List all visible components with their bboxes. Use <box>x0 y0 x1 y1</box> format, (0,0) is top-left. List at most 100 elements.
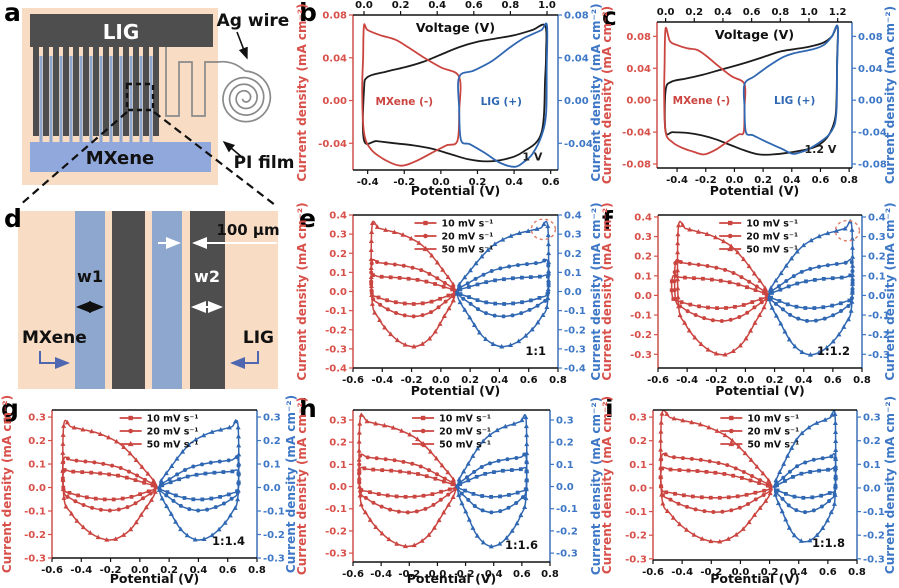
ag-wire-spiral-icon <box>222 70 272 123</box>
svg-text:0.2: 0.2 <box>160 565 178 576</box>
gap-dimension-label: 100 μm <box>216 221 279 239</box>
svg-text:-0.2: -0.2 <box>325 526 347 537</box>
svg-text:0.08: 0.08 <box>322 11 347 22</box>
cv-curve <box>742 24 839 155</box>
lig-pointer-label: LIG <box>243 328 274 348</box>
svg-text:0.6: 0.6 <box>513 569 531 580</box>
svg-text:-0.2: -0.2 <box>630 330 652 341</box>
mxene-label: MXene <box>86 148 155 169</box>
svg-text:0.1: 0.1 <box>868 271 886 282</box>
panel-c-label: c <box>602 2 617 31</box>
svg-text:0.0: 0.0 <box>355 0 373 11</box>
cv-curve <box>456 414 528 548</box>
svg-text:0.2: 0.2 <box>556 438 574 449</box>
cv-curve <box>361 23 548 163</box>
panel-h-label: h <box>299 394 317 423</box>
cv-curve <box>457 22 549 168</box>
pi-film-label: PI film <box>234 153 295 173</box>
svg-text:-0.04: -0.04 <box>564 139 593 150</box>
mxene-stripe-2 <box>152 211 182 389</box>
svg-text:-0.2: -0.2 <box>705 375 727 386</box>
svg-text:0.00: 0.00 <box>564 96 589 107</box>
mxene-pointer-label: MXene <box>22 328 87 348</box>
svg-text:-0.2: -0.2 <box>393 177 415 188</box>
svg-text:0.0: 0.0 <box>732 567 750 578</box>
svg-text:0.8: 0.8 <box>771 7 789 18</box>
svg-text:50 mV s⁻¹: 50 mV s⁻¹ <box>747 440 799 451</box>
svg-text:0.3: 0.3 <box>868 232 886 243</box>
svg-text:1.2: 1.2 <box>829 7 847 18</box>
svg-text:0.1: 0.1 <box>564 268 582 279</box>
svg-text:-0.04: -0.04 <box>622 128 651 139</box>
svg-text:20 mV s⁻¹: 20 mV s⁻¹ <box>147 427 199 438</box>
ag-wire-meander <box>165 47 246 117</box>
svg-text:0.0: 0.0 <box>432 177 450 188</box>
svg-text:0.0: 0.0 <box>429 569 447 580</box>
w2-label: w2 <box>194 267 220 286</box>
svg-text:-0.3: -0.3 <box>24 554 46 565</box>
svg-text:10 mV s⁻¹: 10 mV s⁻¹ <box>147 414 199 425</box>
svg-text:0.4: 0.4 <box>428 0 446 11</box>
svg-text:0.04: 0.04 <box>322 53 347 64</box>
svg-text:0.08: 0.08 <box>858 32 883 43</box>
svg-text:-0.6: -0.6 <box>342 375 364 386</box>
lig-label: LIG <box>103 20 140 44</box>
svg-text:-0.2: -0.2 <box>625 531 647 542</box>
svg-text:-0.6: -0.6 <box>642 567 664 578</box>
svg-text:0.0: 0.0 <box>432 375 450 386</box>
svg-text:-0.2: -0.2 <box>100 565 122 576</box>
x-axis-title: Potential (V) <box>710 571 800 586</box>
panel-a-device-schematic: LIG MXene Ag wire PI film <box>19 8 295 206</box>
svg-text:-0.6: -0.6 <box>342 569 364 580</box>
svg-text:-0.2: -0.2 <box>695 175 717 186</box>
svg-text:0.8: 0.8 <box>848 567 866 578</box>
svg-text:0.2: 0.2 <box>634 252 652 263</box>
svg-text:-0.04: -0.04 <box>858 128 887 139</box>
cv-curve <box>158 419 240 541</box>
svg-text:0.2: 0.2 <box>564 249 582 260</box>
svg-text:0.4: 0.4 <box>190 565 208 576</box>
svg-text:10 mV s⁻¹: 10 mV s⁻¹ <box>746 219 798 230</box>
svg-text:20 mV s⁻¹: 20 mV s⁻¹ <box>442 232 494 243</box>
x-axis-title: Potential (V) <box>411 183 501 198</box>
svg-text:0.0: 0.0 <box>863 483 881 494</box>
svg-text:0.8: 0.8 <box>549 375 567 386</box>
svg-text:-0.04: -0.04 <box>318 139 347 150</box>
zoom-link-line-left <box>19 111 128 206</box>
svg-text:0.3: 0.3 <box>329 415 347 426</box>
svg-text:0.08: 0.08 <box>626 32 651 43</box>
svg-text:-0.4: -0.4 <box>676 375 698 386</box>
svg-text:0.4: 0.4 <box>868 212 886 223</box>
svg-text:0.4: 0.4 <box>790 567 808 578</box>
svg-text:0.4: 0.4 <box>485 569 503 580</box>
svg-text:0.0: 0.0 <box>329 482 347 493</box>
svg-text:0.1: 0.1 <box>329 268 347 279</box>
x-axis-title: Potential (V) <box>715 383 805 398</box>
svg-text:0.2: 0.2 <box>868 252 886 263</box>
svg-text:50 mV s⁻¹: 50 mV s⁻¹ <box>439 440 491 451</box>
panel-i-label: i <box>605 394 614 423</box>
svg-text:0.3: 0.3 <box>564 230 582 241</box>
svg-text:0.00: 0.00 <box>626 96 651 107</box>
svg-text:0.1: 0.1 <box>634 271 652 282</box>
svg-text:-0.1: -0.1 <box>325 306 347 317</box>
svg-text:0.6: 0.6 <box>219 565 237 576</box>
svg-text:-0.4: -0.4 <box>357 177 379 188</box>
lig-electrode-bar <box>30 14 213 47</box>
lig-stripe-1 <box>112 211 145 389</box>
svg-text:0.4: 0.4 <box>491 375 509 386</box>
svg-text:-0.08: -0.08 <box>858 160 887 171</box>
mxene-stripe-w1 <box>75 211 105 389</box>
left-axis-title: Current density (mA cm⁻²) <box>295 202 309 380</box>
interdigitated-fingers <box>33 47 159 142</box>
cv-curve <box>361 23 462 167</box>
svg-text:0.0: 0.0 <box>263 483 281 494</box>
ratio-label: 1:1.8 <box>812 536 845 550</box>
svg-text:0.2: 0.2 <box>263 436 281 447</box>
svg-text:-0.3: -0.3 <box>625 554 647 565</box>
svg-text:0.0: 0.0 <box>329 287 347 298</box>
svg-text:-0.2: -0.2 <box>263 530 285 541</box>
svg-text:0.3: 0.3 <box>28 413 46 424</box>
svg-text:0.4: 0.4 <box>714 7 732 18</box>
